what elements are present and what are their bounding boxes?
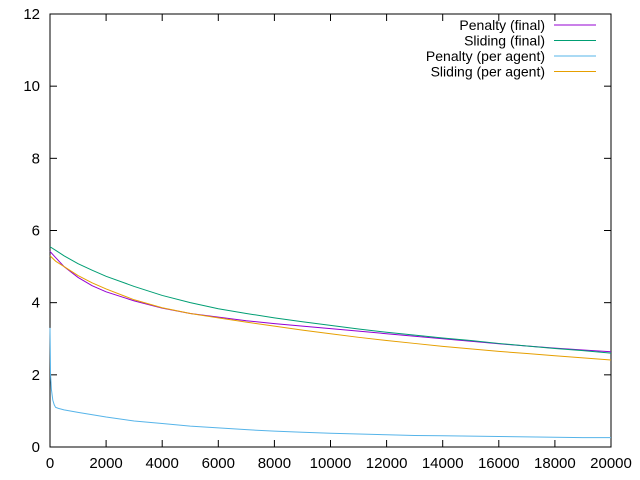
x-tick-label: 12000 — [366, 455, 408, 472]
y-tick-label: 2 — [32, 367, 40, 384]
x-tick-label: 0 — [46, 455, 54, 472]
x-tick-label: 16000 — [478, 455, 520, 472]
y-tick-label: 6 — [32, 223, 40, 240]
y-tick-label: 12 — [23, 6, 40, 23]
y-tick-label: 10 — [23, 78, 40, 95]
x-tick-label: 2000 — [89, 455, 122, 472]
y-tick-label: 4 — [32, 295, 40, 312]
axis-ticks: 0 2000 4000 6000 8000 10000 12000 14000 16000 180… — [23, 6, 632, 472]
legend-label: Sliding (final) — [464, 33, 545, 49]
x-tick-label: 4000 — [146, 455, 179, 472]
x-tick-label: 6000 — [202, 455, 235, 472]
series-line-4 — [49, 255, 612, 361]
series-line-2 — [49, 246, 612, 354]
series-line-1 — [49, 251, 612, 353]
x-tick-label: 20000 — [590, 455, 632, 472]
legend-label: Penalty (per agent) — [426, 48, 545, 64]
legend-label: Sliding (per agent) — [431, 64, 545, 80]
legend: Penalty (final)Sliding (final)Penalty (p… — [426, 17, 596, 80]
x-tick-label: 18000 — [534, 455, 576, 472]
legend-label: Penalty (final) — [459, 17, 545, 33]
x-tick-label: 8000 — [258, 455, 291, 472]
y-tick-label: 8 — [32, 150, 40, 167]
series-line-3 — [49, 327, 611, 439]
x-tick-label: 10000 — [310, 455, 352, 472]
x-tick-label: 14000 — [422, 455, 464, 472]
y-tick-label: 0 — [32, 439, 40, 456]
series-layer — [49, 246, 612, 439]
